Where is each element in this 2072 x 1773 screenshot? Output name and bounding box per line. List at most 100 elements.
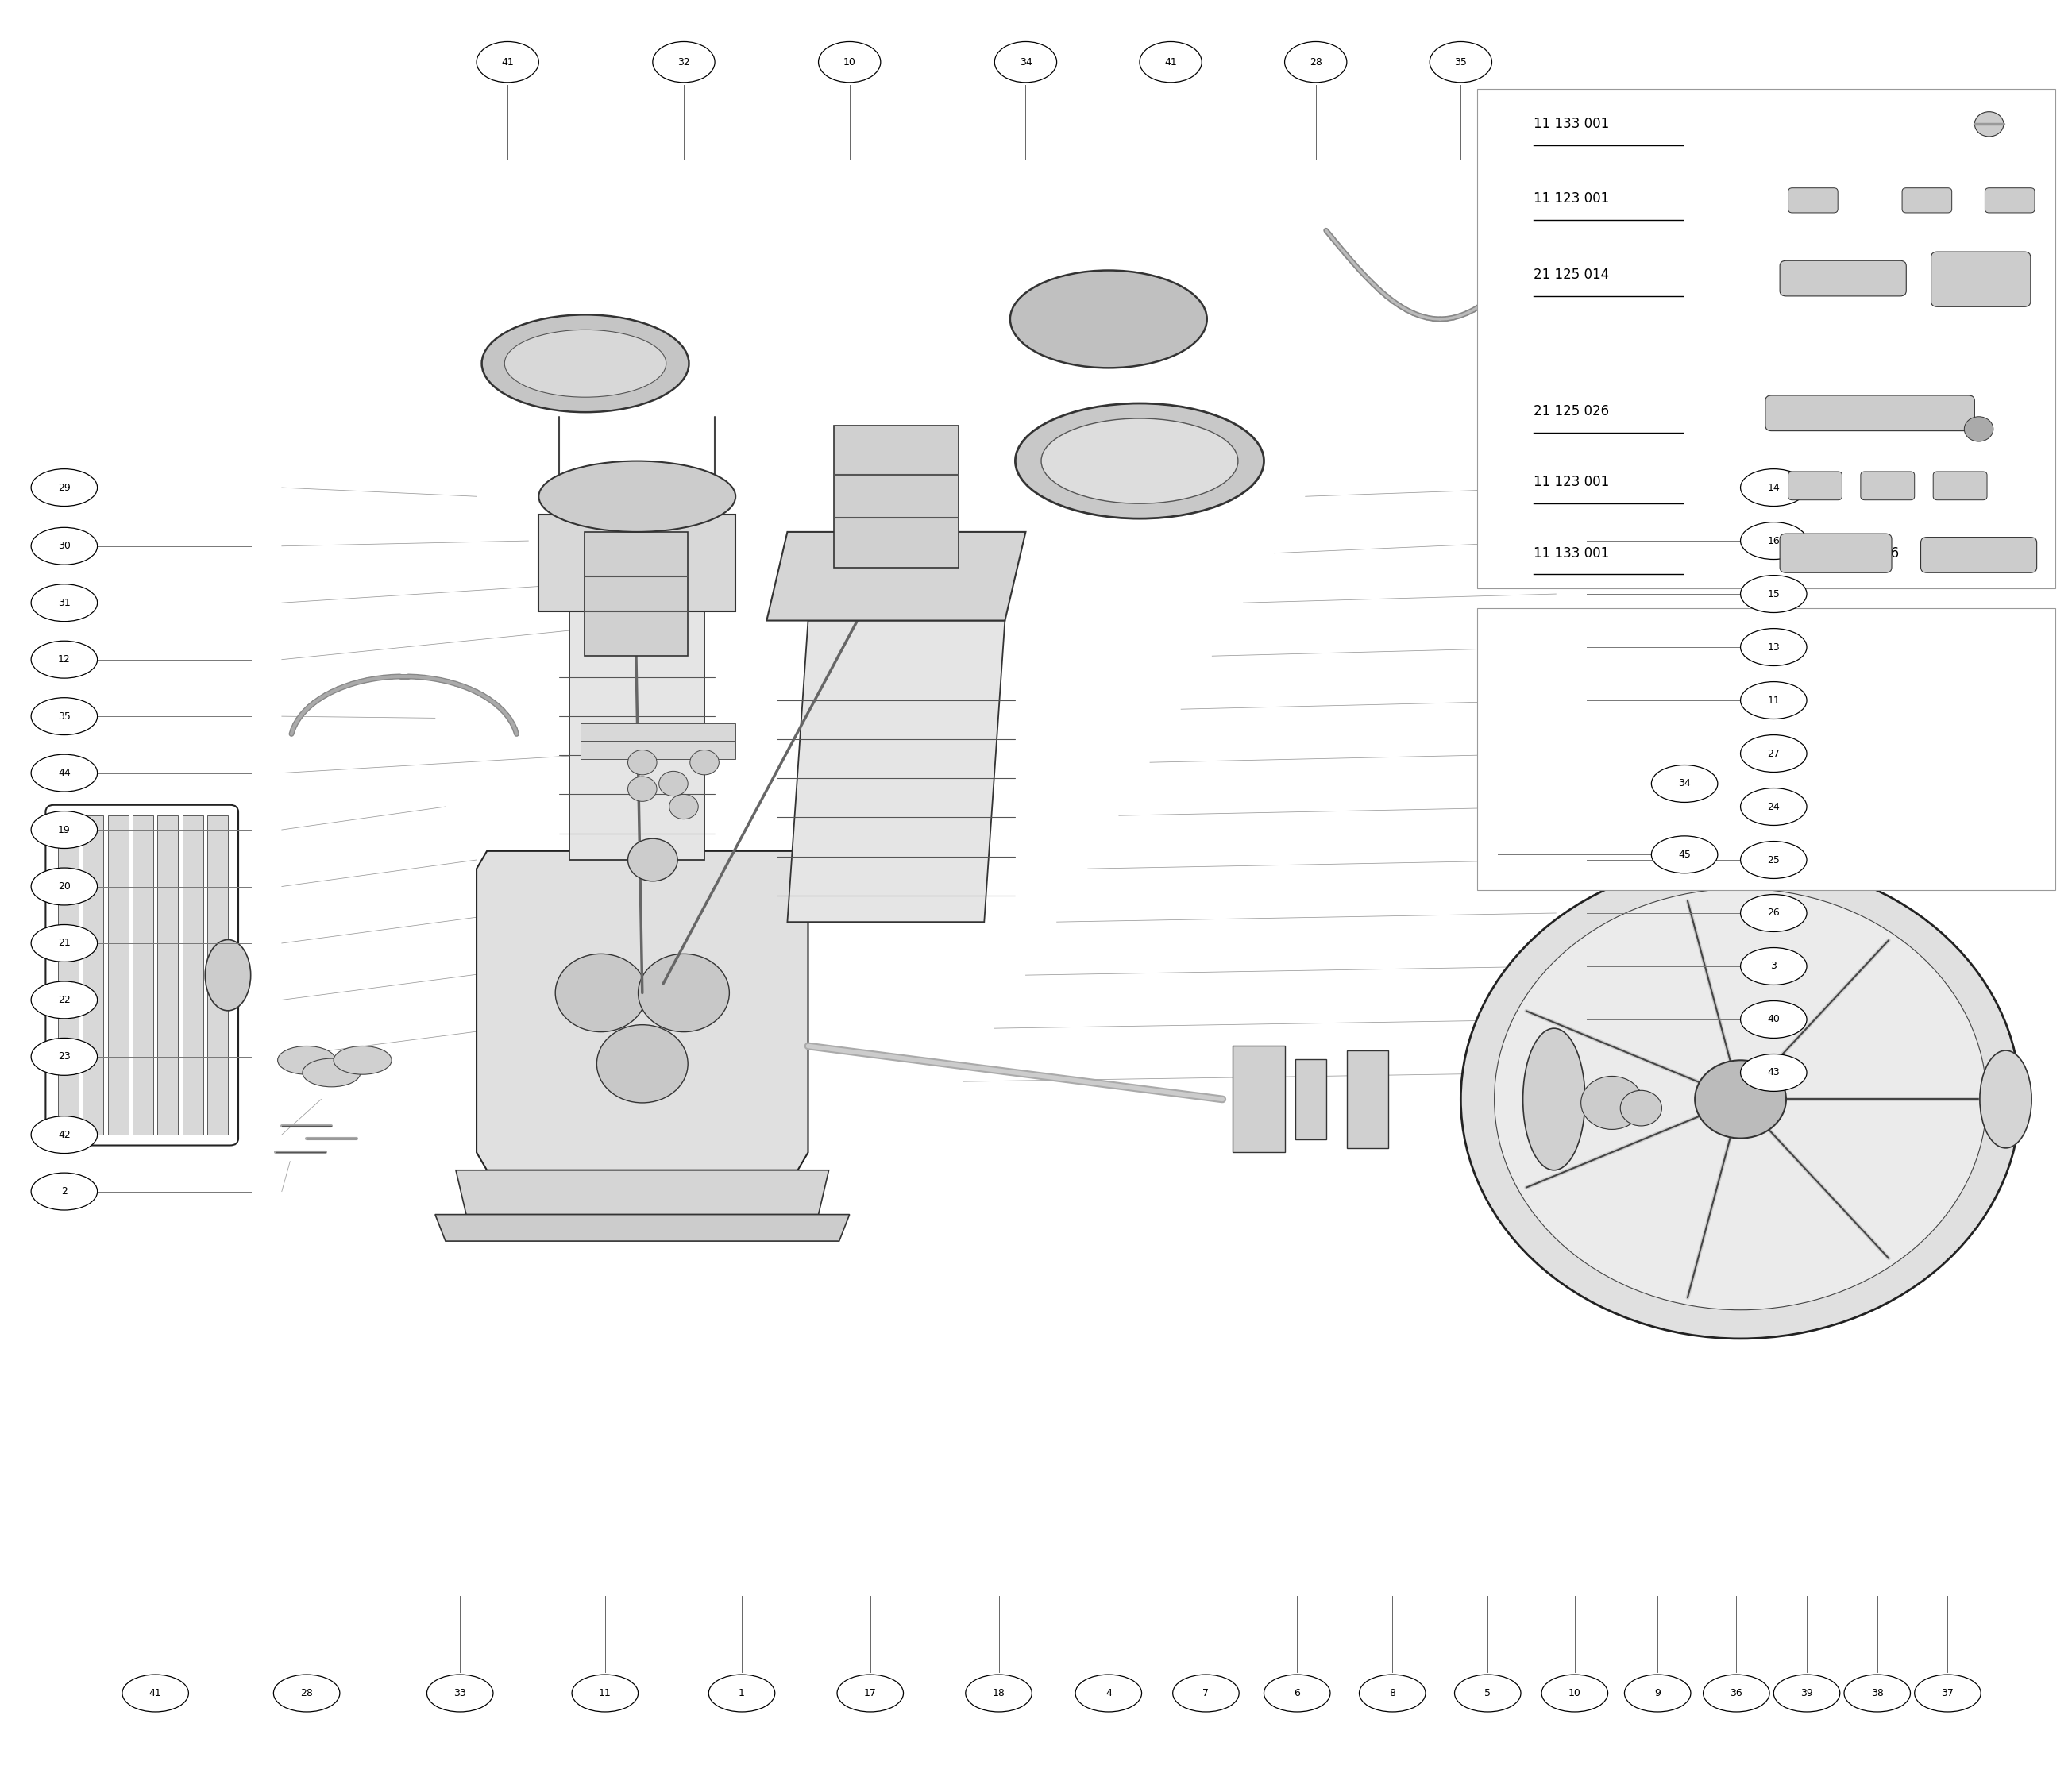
Text: 8: 8 <box>1388 1688 1397 1699</box>
Ellipse shape <box>1774 1674 1840 1713</box>
Text: 28: 28 <box>300 1688 313 1699</box>
Circle shape <box>1964 417 1993 441</box>
Text: 20: 20 <box>58 881 70 892</box>
Text: 21 125 014: 21 125 014 <box>1533 268 1608 282</box>
Ellipse shape <box>1740 470 1807 507</box>
Text: 11 133 001: 11 133 001 <box>1533 546 1610 560</box>
Ellipse shape <box>1624 1674 1691 1713</box>
Text: 41: 41 <box>501 57 514 67</box>
Ellipse shape <box>31 810 97 847</box>
Ellipse shape <box>278 1046 336 1074</box>
Text: 40: 40 <box>1767 1014 1780 1025</box>
Ellipse shape <box>1359 1674 1426 1713</box>
Polygon shape <box>1233 1046 1285 1152</box>
Text: 32: 32 <box>678 57 690 67</box>
Text: 18: 18 <box>992 1688 1005 1699</box>
Ellipse shape <box>1140 43 1202 83</box>
Ellipse shape <box>539 461 736 532</box>
Ellipse shape <box>31 640 97 677</box>
Ellipse shape <box>1740 949 1807 986</box>
Text: 12: 12 <box>58 654 70 665</box>
Ellipse shape <box>818 43 881 83</box>
Ellipse shape <box>31 1117 97 1154</box>
Circle shape <box>690 750 719 775</box>
Ellipse shape <box>1844 1674 1910 1713</box>
FancyBboxPatch shape <box>1861 472 1915 500</box>
Polygon shape <box>207 816 228 1135</box>
FancyBboxPatch shape <box>1902 188 1952 213</box>
Text: 35: 35 <box>1455 57 1467 67</box>
Circle shape <box>628 777 657 801</box>
Text: 39: 39 <box>1801 1688 1813 1699</box>
Ellipse shape <box>427 1674 493 1713</box>
Ellipse shape <box>966 1674 1032 1713</box>
FancyBboxPatch shape <box>1921 537 2037 573</box>
Text: 7: 7 <box>1202 1688 1210 1699</box>
Ellipse shape <box>1651 766 1718 801</box>
Text: 33: 33 <box>454 1688 466 1699</box>
Ellipse shape <box>303 1058 361 1087</box>
Ellipse shape <box>31 982 97 1018</box>
Ellipse shape <box>481 316 688 411</box>
Polygon shape <box>133 816 153 1135</box>
Ellipse shape <box>31 926 97 961</box>
Ellipse shape <box>837 1674 903 1713</box>
Circle shape <box>555 954 646 1032</box>
Text: 1: 1 <box>738 1688 746 1699</box>
Text: 25: 25 <box>1767 855 1780 865</box>
Circle shape <box>638 954 729 1032</box>
Text: 41: 41 <box>1164 57 1177 67</box>
Ellipse shape <box>31 585 97 622</box>
Polygon shape <box>539 514 736 612</box>
Ellipse shape <box>995 43 1057 83</box>
Ellipse shape <box>477 43 539 83</box>
Ellipse shape <box>1740 895 1807 933</box>
Text: 35: 35 <box>58 711 70 722</box>
Text: 22: 22 <box>58 995 70 1005</box>
Text: 11: 11 <box>1767 695 1780 706</box>
Text: 5: 5 <box>1484 1688 1492 1699</box>
Text: 38: 38 <box>1871 1688 1883 1699</box>
Ellipse shape <box>1508 647 1581 736</box>
Polygon shape <box>157 816 178 1135</box>
Ellipse shape <box>205 940 251 1011</box>
Ellipse shape <box>334 1046 392 1074</box>
Ellipse shape <box>1042 418 1239 504</box>
Text: 11 123 001: 11 123 001 <box>1533 475 1610 489</box>
Ellipse shape <box>572 1674 638 1713</box>
FancyBboxPatch shape <box>1477 608 2055 890</box>
Polygon shape <box>435 1215 850 1241</box>
Ellipse shape <box>1542 1674 1608 1713</box>
Circle shape <box>1620 1090 1662 1126</box>
Text: 23: 23 <box>58 1051 70 1062</box>
Polygon shape <box>108 816 128 1135</box>
Polygon shape <box>58 816 79 1135</box>
FancyBboxPatch shape <box>1780 261 1906 296</box>
Polygon shape <box>1295 1058 1326 1140</box>
FancyBboxPatch shape <box>1765 395 1975 431</box>
Ellipse shape <box>1703 1674 1769 1713</box>
Ellipse shape <box>31 869 97 904</box>
Ellipse shape <box>31 755 97 793</box>
Text: 45: 45 <box>1678 849 1691 860</box>
Text: 21 125 014: 21 125 014 <box>1823 268 1898 282</box>
Circle shape <box>597 1025 688 1103</box>
Circle shape <box>1461 860 2020 1339</box>
Text: 21 125 026: 21 125 026 <box>1533 404 1608 418</box>
Text: 11: 11 <box>599 1688 611 1699</box>
Ellipse shape <box>1740 787 1807 824</box>
Circle shape <box>628 839 678 881</box>
Polygon shape <box>456 1170 829 1215</box>
Polygon shape <box>83 816 104 1135</box>
Polygon shape <box>580 741 736 759</box>
Ellipse shape <box>1523 1028 1585 1170</box>
Polygon shape <box>767 532 1026 621</box>
Polygon shape <box>833 426 959 567</box>
Text: 10: 10 <box>1569 1688 1581 1699</box>
Text: 26: 26 <box>1767 908 1780 918</box>
Circle shape <box>1494 888 1987 1310</box>
Ellipse shape <box>1075 1674 1142 1713</box>
Ellipse shape <box>1285 43 1347 83</box>
Text: 21: 21 <box>58 938 70 949</box>
Text: 34: 34 <box>1019 57 1032 67</box>
